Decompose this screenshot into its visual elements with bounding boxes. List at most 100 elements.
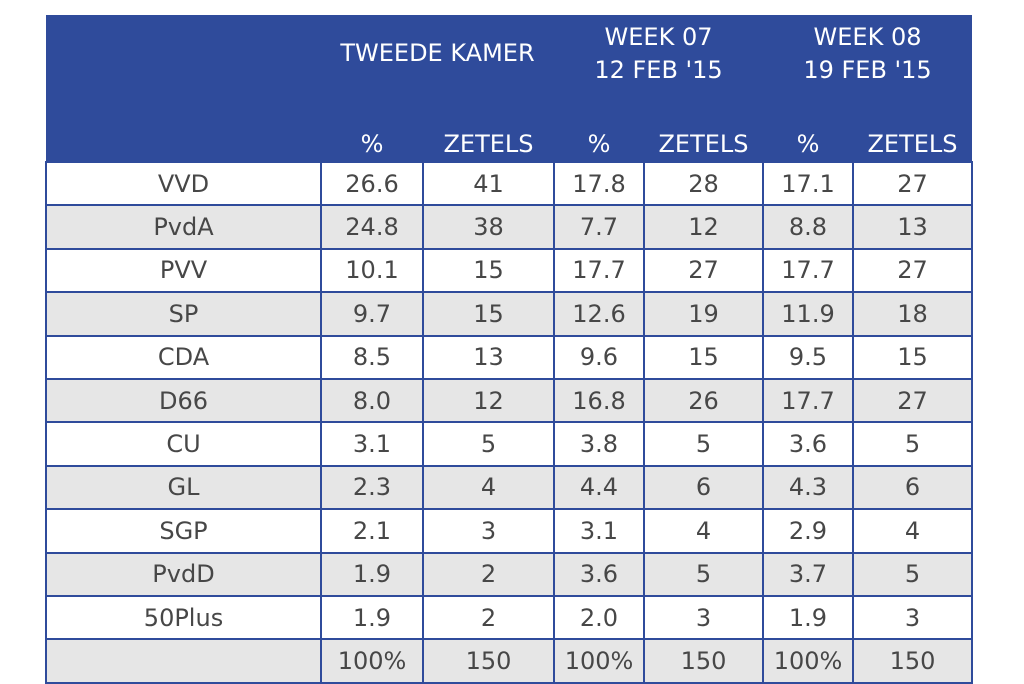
group-header: WEEK 07 12 FEB '15	[554, 15, 763, 127]
cell: 9.5	[762, 334, 854, 380]
cell: 4.4	[553, 464, 645, 511]
cell: 13	[852, 204, 973, 250]
party-row: PVV 10.1 15 17.7 27 17.7 27	[45, 247, 973, 294]
cell: 18	[852, 291, 973, 337]
cell: 7.7	[553, 204, 645, 250]
cell: 1.9	[762, 594, 854, 641]
party-name: 50Plus	[45, 594, 322, 641]
cell: 3.1	[553, 508, 645, 554]
cell: 12.6	[553, 291, 645, 337]
party-row: VVD 26.6 41 17.8 28 17.1 27	[45, 160, 973, 207]
blank-cell	[45, 638, 322, 684]
cell: 2.0	[553, 594, 645, 641]
cell: 27	[643, 247, 764, 294]
party-name: VVD	[45, 160, 322, 207]
party-row: D66 8.0 12 16.8 26 17.7 27	[45, 377, 973, 424]
cell: 27	[852, 247, 973, 294]
party-name: CDA	[45, 334, 322, 380]
cell: 9.7	[320, 291, 424, 337]
total-cell: 100%	[320, 638, 424, 684]
cell: 11.9	[762, 291, 854, 337]
cell: 15	[852, 334, 973, 380]
total-cell: 150	[422, 638, 555, 684]
cell: 4	[643, 508, 764, 554]
poll-table: TWEEDE KAMER WEEK 07 12 FEB '15 WEEK 08 19 F…	[45, 15, 973, 684]
cell: 13	[422, 334, 555, 380]
cell: 27	[852, 160, 973, 207]
cell: 15	[643, 334, 764, 380]
party-name: PVV	[45, 247, 322, 294]
cell: 3	[643, 594, 764, 641]
group-header: TWEEDE KAMER	[321, 15, 554, 127]
party-row: CDA 8.5 13 9.6 15 9.5 15	[45, 334, 973, 380]
cell: 2.9	[762, 508, 854, 554]
cell: 5	[643, 421, 764, 467]
cell: 24.8	[320, 204, 424, 250]
cell: 5	[852, 421, 973, 467]
cell: 4.3	[762, 464, 854, 511]
cell: 3.6	[553, 551, 645, 597]
corner-cell	[46, 15, 321, 127]
party-name: D66	[45, 377, 322, 424]
cell: 3.8	[553, 421, 645, 467]
cell: 12	[422, 377, 555, 424]
party-row: SP 9.7 15 12.6 19 11.9 18	[45, 291, 973, 337]
cell: 4	[852, 508, 973, 554]
cell: 19	[643, 291, 764, 337]
cell: 8.5	[320, 334, 424, 380]
cell: 17.8	[553, 160, 645, 207]
subheader: %	[763, 127, 853, 162]
total-cell: 150	[643, 638, 764, 684]
subheader-row: % ZETELS% ZETELS% ZETELS	[46, 127, 972, 162]
group-header: WEEK 08 19 FEB '15	[763, 15, 972, 127]
cell: 2.1	[320, 508, 424, 554]
party-row: PvdA 24.8 38 7.7 12 8.8 13	[45, 204, 973, 250]
subheader: ZETELS	[423, 127, 554, 162]
party-name: SGP	[45, 508, 322, 554]
cell: 6	[852, 464, 973, 511]
subheader: ZETELS	[853, 127, 972, 162]
corner-cell	[46, 127, 321, 162]
cell: 26	[643, 377, 764, 424]
cell: 8.0	[320, 377, 424, 424]
cell: 2	[422, 551, 555, 597]
cell: 15	[422, 291, 555, 337]
group-header-line: 19 FEB '15	[803, 56, 932, 84]
cell: 3.1	[320, 421, 424, 467]
cell: 3	[422, 508, 555, 554]
cell: 2.3	[320, 464, 424, 511]
group-header-line: WEEK 08	[813, 23, 922, 51]
cell: 5	[852, 551, 973, 597]
cell: 27	[852, 377, 973, 424]
cell: 15	[422, 247, 555, 294]
cell: 17.7	[762, 377, 854, 424]
cell: 5	[643, 551, 764, 597]
group-header-line: TWEEDE KAMER	[340, 39, 535, 67]
header-row: TWEEDE KAMER WEEK 07 12 FEB '15 WEEK 08 19 F…	[46, 15, 972, 127]
cell: 4	[422, 464, 555, 511]
cell: 17.1	[762, 160, 854, 207]
total-cell: 150	[852, 638, 973, 684]
party-name: CU	[45, 421, 322, 467]
party-name: PvdA	[45, 204, 322, 250]
group-header-line: WEEK 07	[604, 23, 713, 51]
cell: 16.8	[553, 377, 645, 424]
party-row: 50Plus 1.9 2 2.0 3 1.9 3	[45, 594, 973, 641]
cell: 2	[422, 594, 555, 641]
cell: 12	[643, 204, 764, 250]
subheader: %	[321, 127, 423, 162]
totals-row: 100% 150 100% 150 100% 150	[45, 638, 973, 684]
total-cell: 100%	[762, 638, 854, 684]
party-name: SP	[45, 291, 322, 337]
party-row: GL 2.3 4 4.4 6 4.3 6	[45, 464, 973, 511]
cell: 1.9	[320, 594, 424, 641]
cell: 3	[852, 594, 973, 641]
cell: 3.6	[762, 421, 854, 467]
cell: 10.1	[320, 247, 424, 294]
cell: 8.8	[762, 204, 854, 250]
cell: 1.9	[320, 551, 424, 597]
cell: 9.6	[553, 334, 645, 380]
subheader: %	[554, 127, 644, 162]
cell: 28	[643, 160, 764, 207]
